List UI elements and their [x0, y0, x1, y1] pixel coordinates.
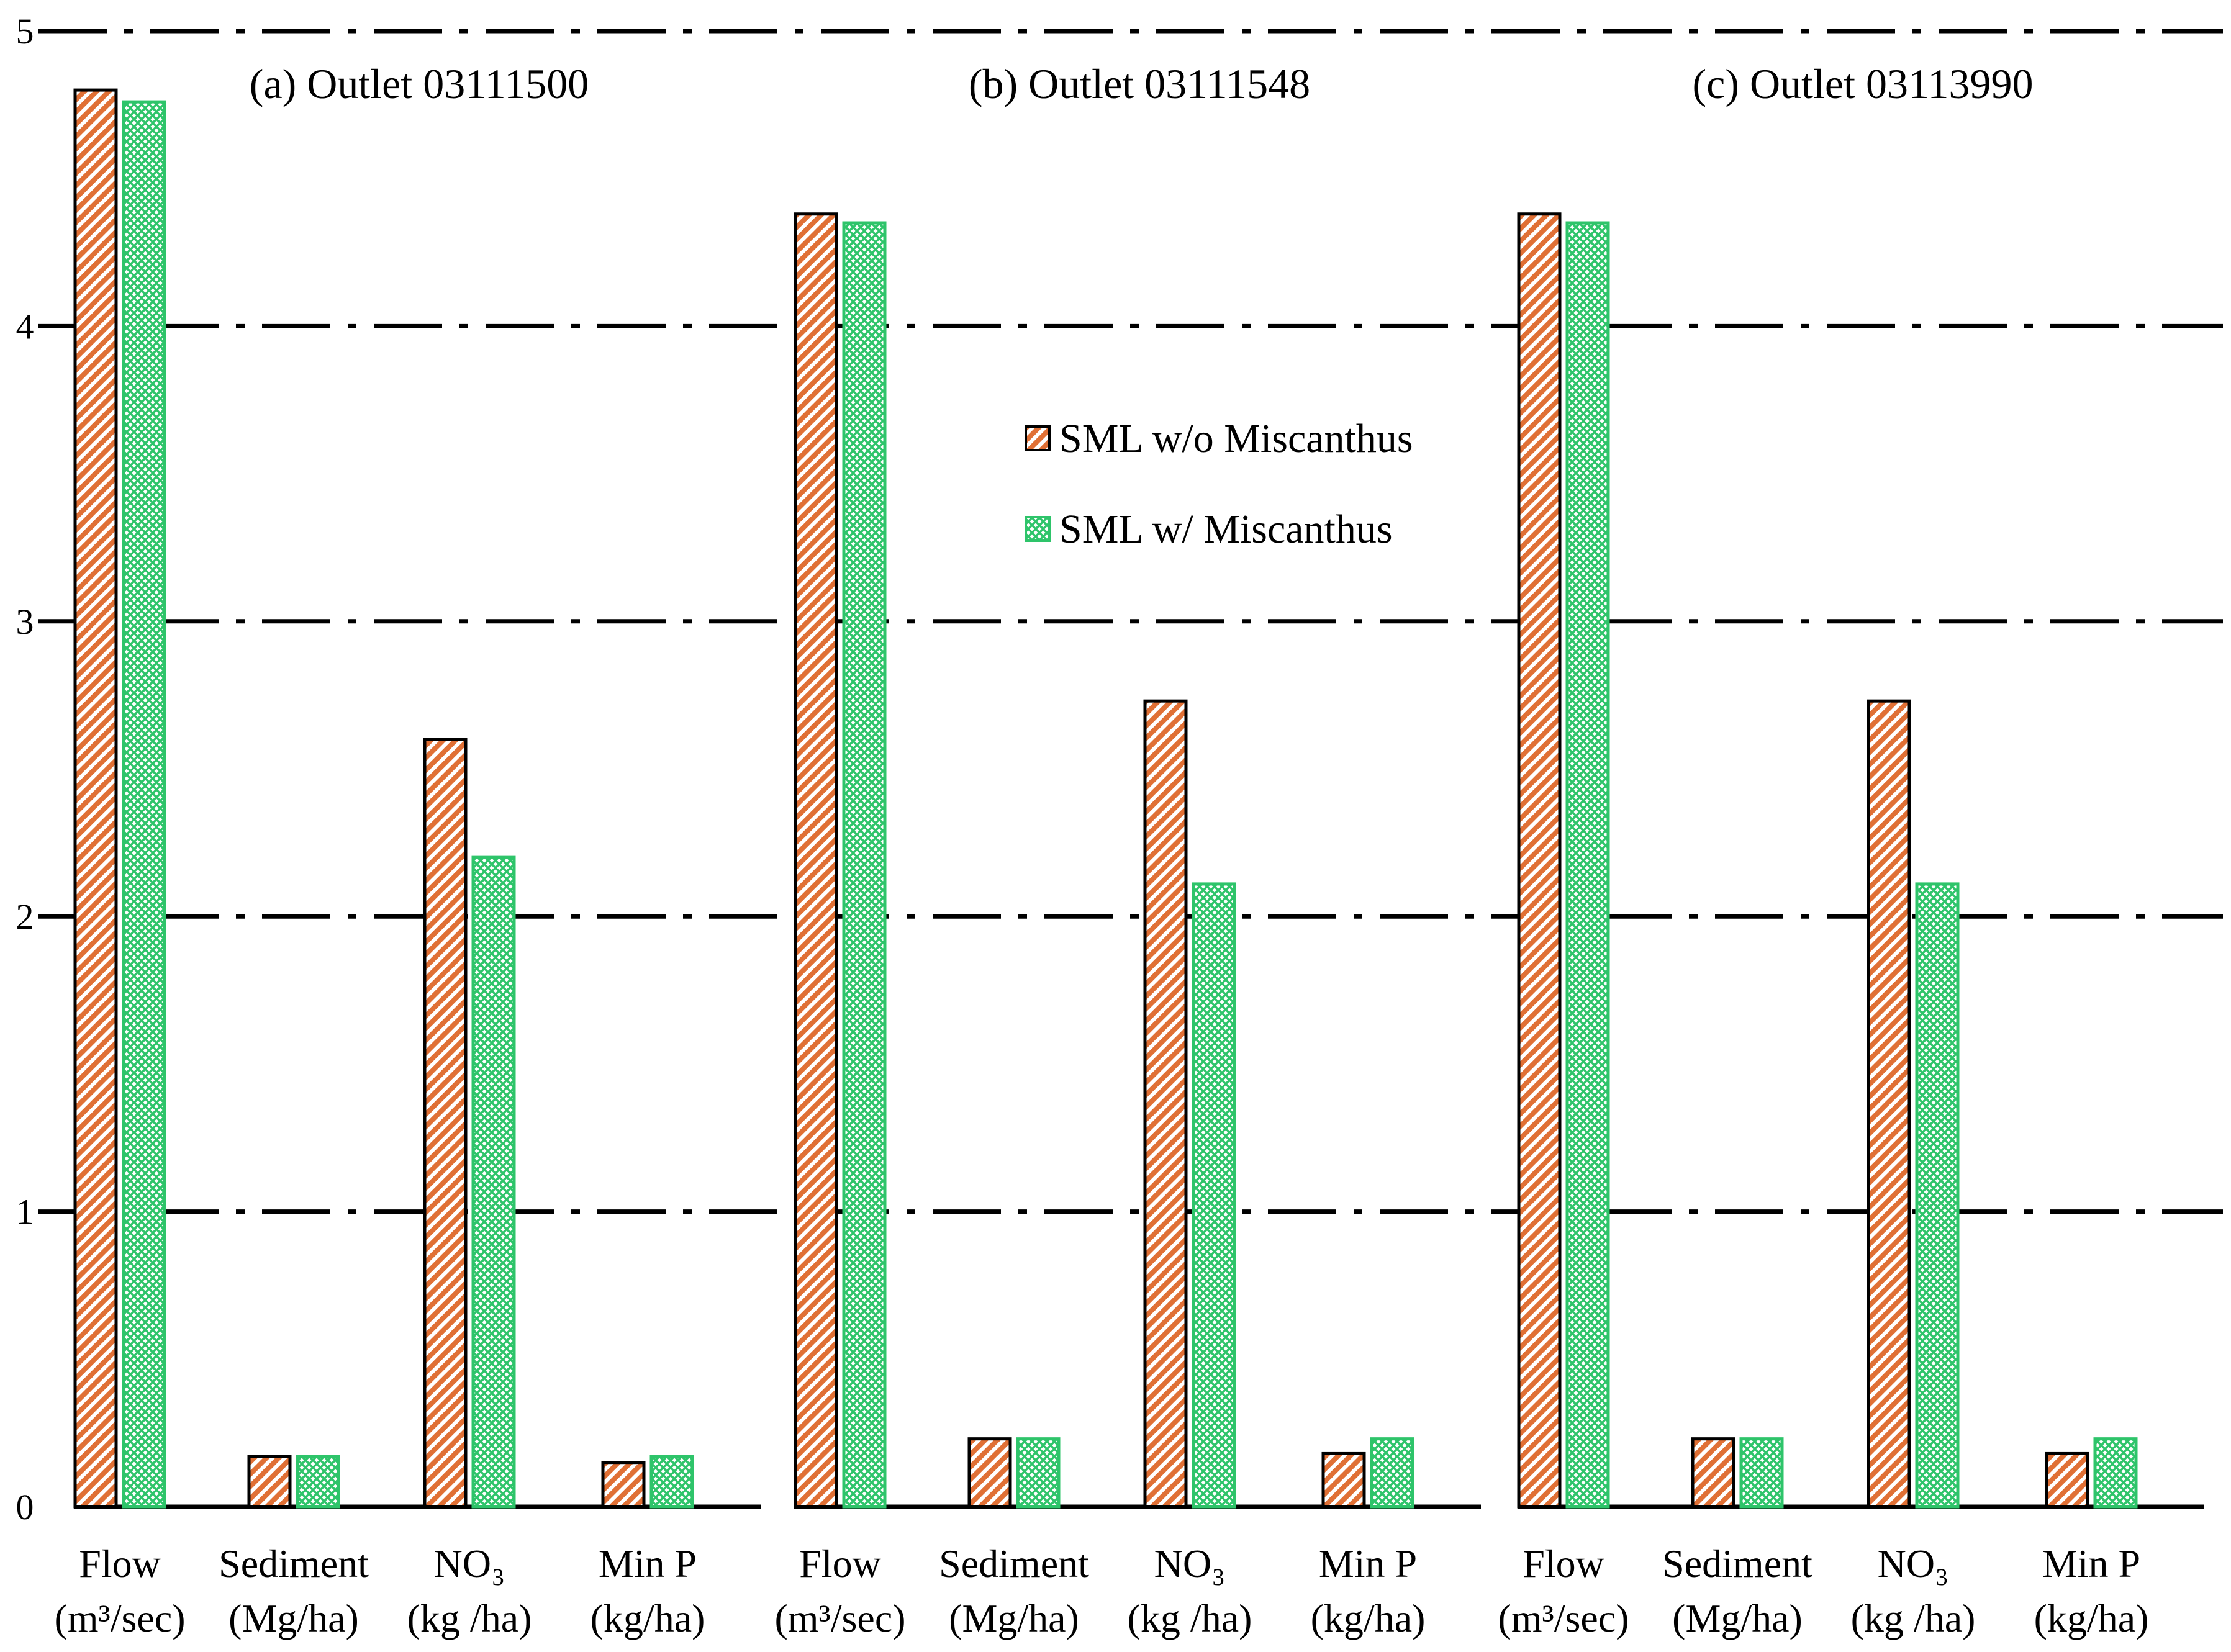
x-category-unit: (kg /ha) [407, 1596, 532, 1640]
x-category-label: Sediment [939, 1541, 1089, 1586]
bar-with-miscanthus-no3 [1192, 882, 1236, 1509]
bar-with-miscanthus-sediment [1016, 1437, 1061, 1509]
x-category-unit: (Mg/ha) [229, 1596, 359, 1640]
bar-with-miscanthus-min-p [1370, 1437, 1414, 1509]
panels: (a) Outlet 03111500Flow(m³/sec)Sediment(… [54, 60, 2204, 1640]
y-tick-label: 0 [16, 1487, 34, 1527]
y-tick-label: 2 [16, 896, 34, 937]
x-category-label: NO₃ [1154, 1541, 1226, 1586]
y-tick-label: 1 [16, 1192, 34, 1232]
bar-without-miscanthus-min-p [2045, 1451, 2089, 1509]
bar-with-miscanthus-min-p [649, 1455, 694, 1509]
x-category-unit: (kg/ha) [591, 1596, 705, 1640]
panel-1: (a) Outlet 03111500 Flow (m³/sec) Sediment (… [54, 60, 761, 1640]
legend-swatch-with [1025, 516, 1051, 542]
gridlines [38, 29, 2223, 1214]
panel-title: (b) Outlet 03111548 [969, 60, 1310, 107]
x-category-label: NO₃ [434, 1541, 505, 1586]
panel-title: (a) Outlet 03111500 [250, 60, 589, 107]
bar-with-miscanthus-min-p [2093, 1437, 2138, 1509]
panel-2: (b) Outlet 03111548 Flow (m³/sec) Sediment (… [774, 60, 1481, 1640]
x-category-label: Flow [799, 1541, 881, 1586]
bar-without-miscanthus-flow [1517, 212, 1562, 1509]
x-category-unit: (m³/sec) [54, 1596, 185, 1640]
legend-label: SML w/ Miscanthus [1059, 507, 1393, 552]
bar-without-miscanthus-min-p [1321, 1451, 1366, 1509]
bar-with-miscanthus-flow [122, 100, 166, 1509]
x-category-unit: (m³/sec) [774, 1596, 905, 1640]
bar-with-miscanthus-sediment [296, 1455, 340, 1509]
legend-label: SML w/o Miscanthus [1059, 416, 1413, 461]
x-category-label: Min P [599, 1541, 697, 1586]
x-category-label: NO₃ [1878, 1541, 1949, 1586]
x-category-label: Flow [1523, 1541, 1604, 1586]
x-category-label: Flow [79, 1541, 161, 1586]
x-category-unit: (kg /ha) [1851, 1596, 1976, 1640]
x-category-label: Sediment [219, 1541, 369, 1586]
panel-3: (c) Outlet 03113990 Flow (m³/sec) Sediment (… [1498, 60, 2204, 1640]
panel-title: (c) Outlet 03113990 [1693, 60, 2034, 107]
x-category-label: Min P [1319, 1541, 1417, 1586]
bar-without-miscanthus-no3 [1143, 699, 1188, 1509]
bar-without-miscanthus-no3 [423, 738, 468, 1509]
y-tick-label: 3 [16, 602, 34, 642]
bar-with-miscanthus-no3 [471, 855, 516, 1509]
bar-with-miscanthus-sediment [1739, 1437, 1784, 1509]
x-category-unit: (kg /ha) [1128, 1596, 1252, 1640]
x-category-unit: (kg/ha) [1311, 1596, 1426, 1640]
bar-without-miscanthus-no3 [1867, 699, 1911, 1509]
x-category-unit: (kg/ha) [2034, 1596, 2149, 1640]
bar-with-miscanthus-flow [1565, 221, 1610, 1509]
x-category-unit: (Mg/ha) [1672, 1596, 1803, 1640]
y-axis: 0 1 2 3 4 5 [16, 11, 34, 1527]
y-tick-label: 5 [16, 11, 34, 52]
bar-with-miscanthus-flow [842, 221, 887, 1509]
legend-swatch-without [1025, 425, 1051, 451]
bar-without-miscanthus-flow [794, 212, 838, 1509]
y-tick-label: 4 [16, 306, 34, 346]
x-category-label: Min P [2042, 1541, 2140, 1586]
bar-with-miscanthus-no3 [1915, 882, 1960, 1509]
bar-without-miscanthus-sediment [247, 1455, 292, 1509]
x-category-unit: (Mg/ha) [949, 1596, 1079, 1640]
bar-without-miscanthus-min-p [601, 1461, 646, 1509]
legend: SML w/o Miscanthus SML w/ Miscanthus [1025, 416, 1413, 552]
bar-without-miscanthus-sediment [1691, 1437, 1735, 1509]
bar-without-miscanthus-sediment [967, 1437, 1012, 1509]
bar-without-miscanthus-flow [73, 88, 118, 1509]
x-category-label: Sediment [1662, 1541, 1812, 1586]
x-category-unit: (m³/sec) [1498, 1596, 1629, 1640]
